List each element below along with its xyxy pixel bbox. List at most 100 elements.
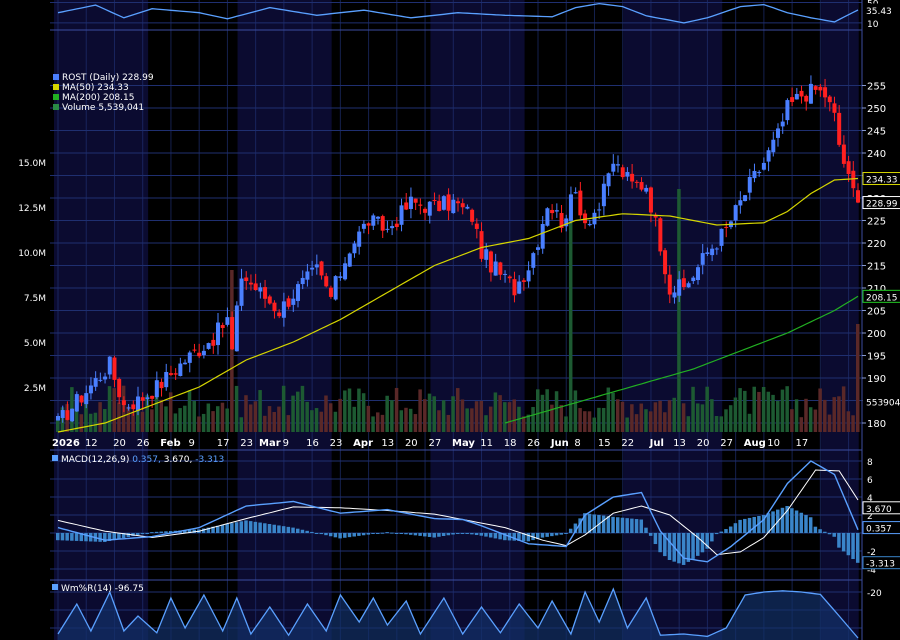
volume-bar (653, 402, 658, 432)
legend-swatch (53, 84, 59, 90)
volume-bar (771, 394, 775, 432)
macd-histogram-bar (272, 524, 276, 533)
volume-bar (681, 403, 686, 432)
macd-histogram-bar (183, 530, 187, 533)
candle-body (300, 277, 305, 285)
candle-body (663, 250, 668, 275)
volume-bar (234, 385, 239, 432)
macd-histogram-bar (107, 533, 112, 542)
macd-histogram-bar (456, 533, 460, 534)
volume-bar (206, 403, 211, 432)
volume-bar (154, 389, 159, 432)
macd-histogram-bar (620, 517, 625, 533)
volume-bar (714, 415, 719, 432)
candle-body (559, 212, 564, 228)
candle-body (140, 397, 145, 401)
candle-body (310, 267, 315, 270)
macd-histogram-bar (733, 523, 738, 533)
candle-body (710, 248, 715, 256)
price-tick-label: 195 (867, 352, 886, 363)
volume-bar (460, 399, 465, 432)
macd-histogram-bar (60, 533, 65, 541)
volume-bar (192, 400, 196, 432)
volume-bar (432, 396, 436, 432)
candle-body (84, 393, 89, 405)
volume-bar (366, 405, 371, 432)
candle-body (432, 199, 437, 201)
volume-bar (573, 390, 578, 432)
candle-body (286, 298, 291, 307)
macd-histogram-bar (117, 533, 121, 540)
x-axis-label: 8 (574, 438, 580, 449)
volume-bar (244, 395, 248, 432)
candle-body (493, 261, 498, 276)
candle-body (780, 121, 785, 127)
candle-body (244, 277, 249, 282)
volume-bar (658, 400, 662, 432)
macd-histogram-bar (470, 533, 474, 535)
candle-body (667, 274, 672, 295)
candle-body (634, 181, 639, 183)
legend-swatch (53, 94, 59, 100)
macd-histogram-bar (714, 533, 719, 535)
x-axis-label: May (452, 438, 475, 449)
macd-histogram-bar (545, 533, 549, 537)
candle-body (597, 209, 602, 211)
macd-histogram-bar (630, 518, 634, 533)
macd-histogram-bar (441, 533, 446, 536)
macd-histogram-bar (804, 515, 808, 533)
macd-histogram-bar (823, 531, 827, 533)
macd-histogram-bar (192, 529, 196, 533)
macd-histogram-bar (248, 521, 253, 533)
x-axis-label: 12 (85, 438, 98, 449)
macd-histogram-bar (663, 533, 667, 557)
macd-histogram-bar (413, 533, 418, 536)
volume-bar (333, 411, 338, 432)
macd-histogram-bar (512, 533, 516, 541)
candle-body (107, 356, 112, 375)
wr-top-value-tag-box (862, 3, 900, 17)
volume-bar (554, 391, 559, 432)
macd-histogram-bar (418, 533, 422, 536)
price-tick-label: 245 (867, 127, 886, 138)
price-tick-label: 225 (867, 217, 886, 228)
candle-body (691, 277, 696, 282)
x-axis-label: 17 (217, 438, 230, 449)
candle-body (550, 209, 555, 214)
volume-bar (427, 393, 432, 432)
volume-bar (423, 399, 427, 432)
candle-body (183, 362, 188, 365)
month-band (237, 0, 332, 640)
volume-bar (296, 391, 300, 432)
macd-histogram-bar (239, 521, 244, 533)
volume-bar (856, 324, 860, 432)
volume-bar (474, 401, 479, 432)
macd-tick-label: 4 (867, 494, 873, 504)
macd-histogram-bar (159, 531, 164, 533)
volume-bar (507, 402, 512, 432)
x-axis-label: 20 (405, 438, 418, 449)
candle-body (856, 190, 860, 203)
candle-body (197, 352, 202, 357)
volume-bar (187, 390, 192, 432)
candle-body (681, 278, 686, 288)
candle-body (465, 206, 470, 209)
candle-body (314, 264, 319, 268)
price-tick-label: 180 (867, 419, 886, 430)
macd-histogram-bar (790, 508, 794, 533)
candle-body (620, 167, 625, 178)
volume-bar (592, 417, 596, 432)
candle-body (644, 187, 649, 192)
macd-histogram-bar (747, 517, 752, 533)
macd-histogram-bar (681, 533, 686, 565)
volume-bar (785, 386, 789, 432)
candle-body (131, 404, 136, 410)
macd-histogram-bar (296, 528, 300, 533)
candle-body (164, 371, 169, 388)
macd-hist-tag-box (862, 556, 900, 570)
candle-body (70, 408, 75, 422)
macd-histogram-bar (766, 513, 771, 533)
x-axis-label: 13 (381, 438, 394, 449)
macd-histogram-bar (324, 533, 328, 536)
